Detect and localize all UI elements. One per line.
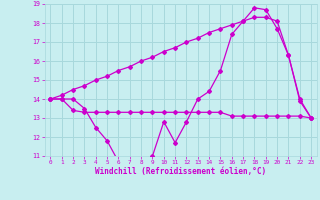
X-axis label: Windchill (Refroidissement éolien,°C): Windchill (Refroidissement éolien,°C) — [95, 167, 266, 176]
